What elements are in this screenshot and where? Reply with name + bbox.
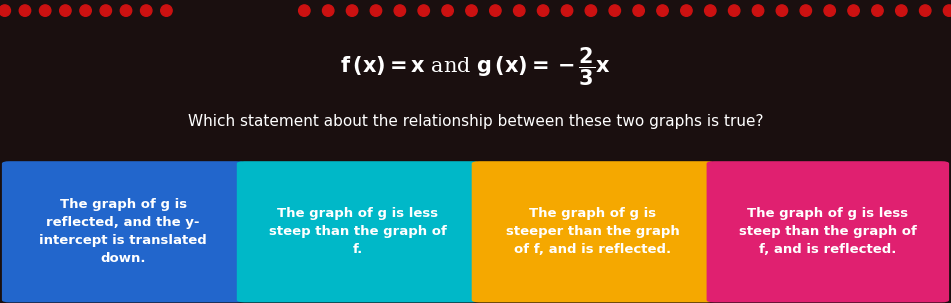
Ellipse shape xyxy=(0,5,10,16)
Ellipse shape xyxy=(100,5,111,16)
Text: The graph of g is less
steep than the graph of
f, and is reflected.: The graph of g is less steep than the gr… xyxy=(739,207,917,256)
Ellipse shape xyxy=(633,5,645,16)
Ellipse shape xyxy=(896,5,907,16)
Ellipse shape xyxy=(120,5,131,16)
Ellipse shape xyxy=(322,5,334,16)
Ellipse shape xyxy=(418,5,430,16)
Text: $\mathbf{f\,(x) = x}$ and $\mathbf{g\,(x) = -\dfrac{2}{3}x}$: $\mathbf{f\,(x) = x}$ and $\mathbf{g\,(x… xyxy=(340,45,611,88)
Ellipse shape xyxy=(19,5,30,16)
Ellipse shape xyxy=(80,5,91,16)
Ellipse shape xyxy=(60,5,71,16)
Ellipse shape xyxy=(346,5,358,16)
Ellipse shape xyxy=(514,5,525,16)
Ellipse shape xyxy=(466,5,477,16)
Ellipse shape xyxy=(561,5,573,16)
Ellipse shape xyxy=(39,5,50,16)
Ellipse shape xyxy=(609,5,620,16)
Ellipse shape xyxy=(705,5,716,16)
Ellipse shape xyxy=(657,5,669,16)
Ellipse shape xyxy=(943,5,951,16)
Ellipse shape xyxy=(299,5,310,16)
Ellipse shape xyxy=(394,5,405,16)
FancyBboxPatch shape xyxy=(237,161,479,302)
Ellipse shape xyxy=(537,5,549,16)
Ellipse shape xyxy=(141,5,152,16)
Ellipse shape xyxy=(681,5,692,16)
FancyBboxPatch shape xyxy=(472,161,714,302)
Ellipse shape xyxy=(161,5,172,16)
Ellipse shape xyxy=(824,5,835,16)
Ellipse shape xyxy=(370,5,381,16)
Text: The graph of g is
reflected, and the y-
intercept is translated
down.: The graph of g is reflected, and the y- … xyxy=(39,198,207,265)
Ellipse shape xyxy=(920,5,931,16)
Ellipse shape xyxy=(872,5,883,16)
Text: Which statement about the relationship between these two graphs is true?: Which statement about the relationship b… xyxy=(187,114,764,129)
Text: The graph of g is less
steep than the graph of
f.: The graph of g is less steep than the gr… xyxy=(269,207,447,256)
Ellipse shape xyxy=(490,5,501,16)
FancyBboxPatch shape xyxy=(707,161,949,302)
Ellipse shape xyxy=(800,5,811,16)
Text: The graph of g is
steeper than the graph
of f, and is reflected.: The graph of g is steeper than the graph… xyxy=(506,207,680,256)
Ellipse shape xyxy=(776,5,787,16)
Ellipse shape xyxy=(728,5,740,16)
Ellipse shape xyxy=(752,5,764,16)
Ellipse shape xyxy=(585,5,596,16)
Ellipse shape xyxy=(442,5,454,16)
FancyBboxPatch shape xyxy=(2,161,244,302)
Ellipse shape xyxy=(848,5,860,16)
